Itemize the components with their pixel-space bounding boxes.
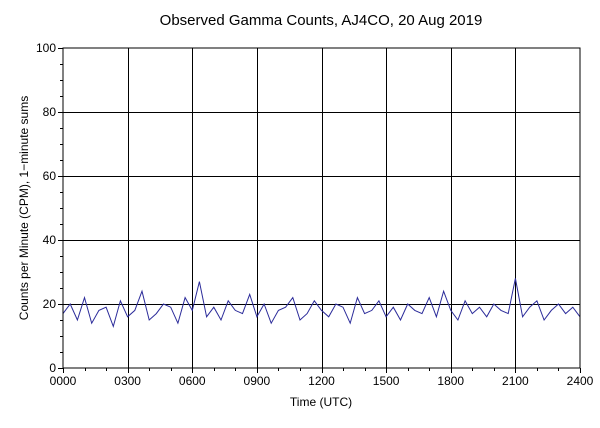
x-tick-label: 0300	[114, 374, 141, 388]
x-tick-labels: 0000 0300 0600 0900 1200 1500 1800 2100 2400	[50, 374, 594, 388]
y-tick-label: 80	[43, 105, 57, 119]
series-layer	[62, 278, 581, 329]
x-tick-label: 0000	[50, 374, 77, 388]
y-axis-label: Counts per Minute (CPM), 1−minute sums	[17, 96, 31, 320]
x-tick-label: 1200	[308, 374, 335, 388]
plot-frame	[62, 47, 581, 369]
y-tick-label: 20	[43, 297, 57, 311]
chart-title: Observed Gamma Counts, AJ4CO, 20 Aug 201…	[160, 12, 483, 29]
y-tick-labels: 0 20 40 60 80 100	[36, 41, 56, 375]
x-tick-label: 0600	[179, 374, 206, 388]
x-tick-label: 2100	[502, 374, 529, 388]
grid-lines	[63, 48, 580, 368]
y-tick-label: 40	[43, 233, 57, 247]
x-tick-label: 0900	[244, 374, 271, 388]
tick-marks	[58, 48, 581, 373]
y-tick-label: 60	[43, 169, 57, 183]
series-line	[62, 278, 581, 329]
x-tick-label: 1800	[437, 374, 464, 388]
x-axis-label: Time (UTC)	[290, 395, 352, 409]
y-tick-label: 0	[49, 361, 56, 375]
y-tick-label: 100	[36, 41, 56, 55]
x-tick-label: 2400	[567, 374, 594, 388]
x-tick-label: 1500	[373, 374, 400, 388]
